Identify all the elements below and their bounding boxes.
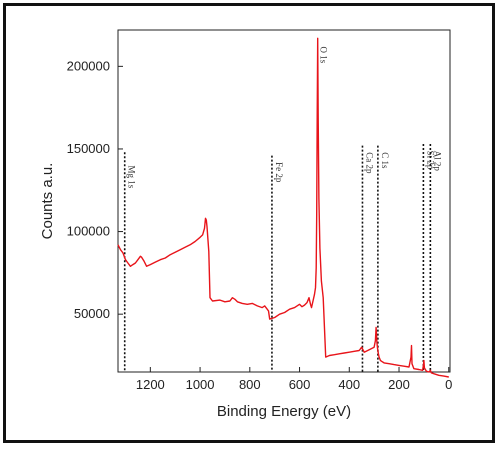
peak-label: Mg 1s — [127, 165, 137, 188]
x-tick-label: 0 — [445, 377, 452, 392]
x-tick-label: 1200 — [136, 377, 165, 392]
x-axis-title: Binding Energy (eV) — [217, 403, 351, 420]
x-tick-label: 1000 — [186, 377, 215, 392]
spectrum-line — [117, 37, 449, 378]
peak-label: Ca 2p — [364, 152, 374, 174]
peak-label: Al 2p — [432, 151, 442, 172]
y-axis-title: Counts a.u. — [39, 163, 56, 240]
chart-frame — [3, 3, 495, 443]
x-tick-label: 200 — [388, 377, 410, 392]
y-tick-label: 50000 — [74, 306, 110, 321]
peak-label: O 1s — [319, 47, 329, 64]
y-tick-label: 100000 — [67, 224, 110, 239]
plot-area-border — [117, 29, 451, 373]
x-tick-label: 800 — [239, 377, 261, 392]
x-tick-label: 400 — [338, 377, 360, 392]
y-tick-label: 150000 — [67, 141, 110, 156]
peak-label: C 1s — [380, 152, 390, 169]
y-tick-label: 200000 — [67, 58, 110, 73]
peak-label: Fe 2p — [274, 162, 284, 183]
x-tick-label: 600 — [289, 377, 311, 392]
